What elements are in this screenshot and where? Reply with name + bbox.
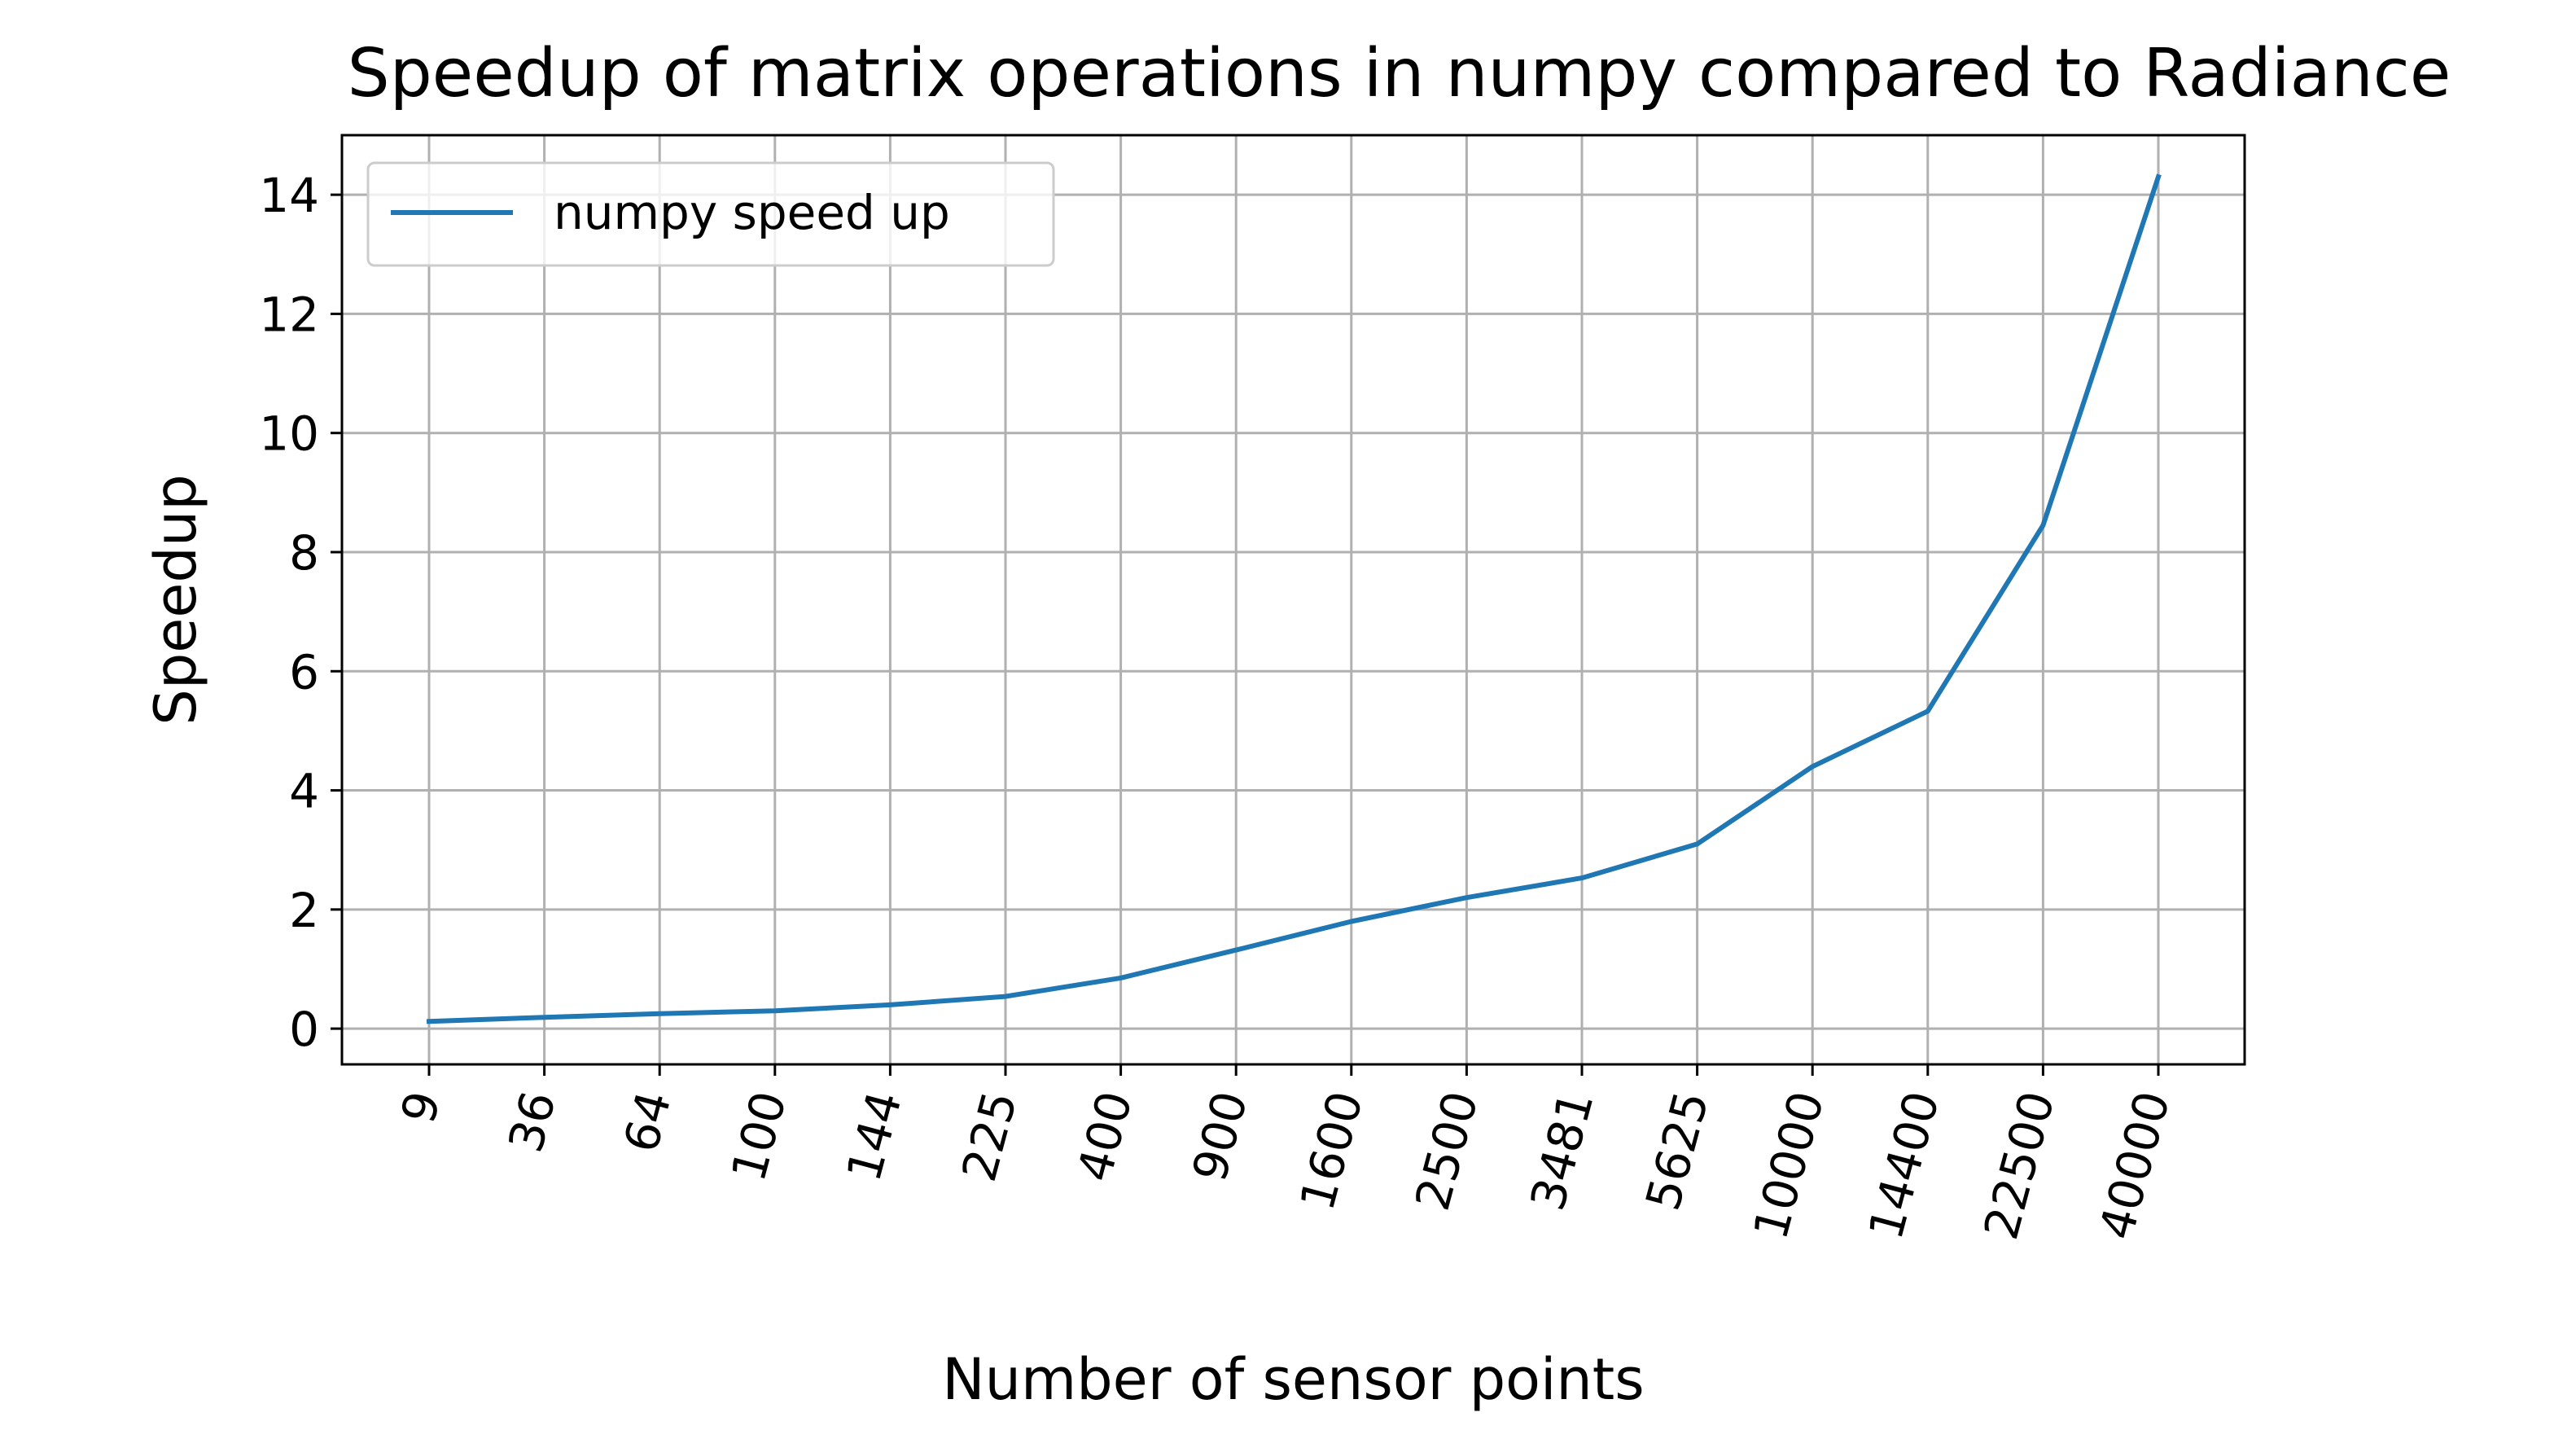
y-tick-label: 4 <box>289 764 319 819</box>
legend: numpy speed up <box>366 161 1055 267</box>
y-tick-label: 12 <box>259 287 319 342</box>
y-tick-label: 14 <box>259 168 319 223</box>
legend-entry-label: numpy speed up <box>554 185 950 240</box>
y-tick-label: 8 <box>289 525 319 581</box>
series-layer <box>426 173 2162 1024</box>
plot-frame <box>340 134 2246 1066</box>
y-tick-label: 10 <box>259 406 319 462</box>
legend-box <box>366 161 1055 267</box>
y-tick-label: 0 <box>289 1002 319 1057</box>
y-axis: 0 2 4 6 8 10 12 14 <box>259 168 342 1057</box>
y-tick-label: 2 <box>289 883 319 938</box>
x-axis-label: Number of sensor points <box>942 1346 1644 1413</box>
y-tick-label: 6 <box>289 644 319 700</box>
chart-title: Speedup of matrix operations in numpy co… <box>348 35 2451 112</box>
series-line <box>426 173 2162 1024</box>
y-axis-label: Speedup <box>142 474 209 725</box>
